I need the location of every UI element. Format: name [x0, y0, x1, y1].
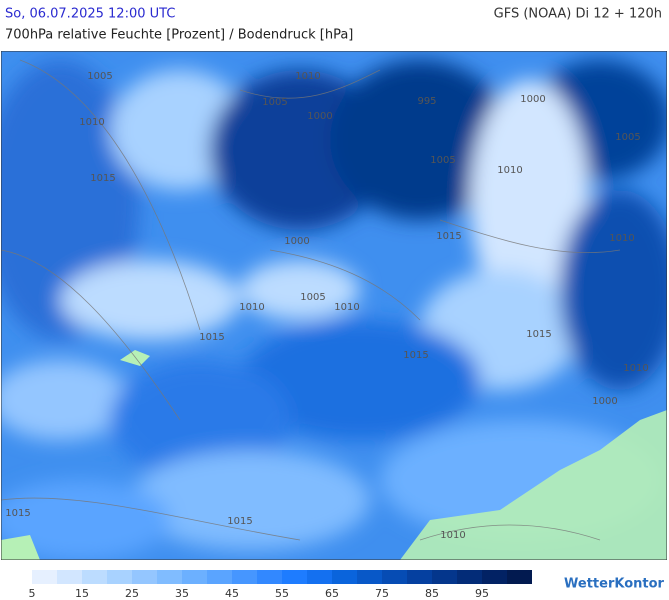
- isobar-label: 1010: [623, 363, 648, 374]
- isobar-label: 1005: [300, 292, 325, 303]
- colorbar-label: 75: [375, 587, 389, 600]
- colorbar-cell: [157, 570, 182, 584]
- isobar-label: 1005: [87, 71, 112, 82]
- colorbar-label: 85: [425, 587, 439, 600]
- colorbar-cell: [457, 570, 482, 584]
- isobar-label: 1015: [90, 173, 115, 184]
- colorbar-label: 65: [325, 587, 339, 600]
- isobar-label: 1010: [334, 302, 359, 313]
- isobar-label: 1015: [5, 508, 30, 519]
- isobar-label: 1010: [239, 302, 264, 313]
- colorbar-cell: [507, 570, 532, 584]
- colorbar-cell: [32, 570, 57, 584]
- isobar-label: 1010: [79, 117, 104, 128]
- isobar-label: 1005: [430, 155, 455, 166]
- colorbar-cell: [332, 570, 357, 584]
- datetime: So, 06.07.2025 12:00 UTC: [5, 7, 175, 22]
- isobar-label: 1010: [609, 233, 634, 244]
- subtitle: 700hPa relative Feuchte [Prozent] / Bode…: [5, 28, 353, 43]
- colorbar-label: 25: [125, 587, 139, 600]
- isobar-label: 1015: [227, 516, 252, 527]
- colorbar-label: 55: [275, 587, 289, 600]
- isobar-label: 1000: [307, 111, 332, 122]
- isobar-label: 1000: [520, 94, 545, 105]
- colorbar-cell: [107, 570, 132, 584]
- colorbar-label: 15: [75, 587, 89, 600]
- colorbar-cell: [257, 570, 282, 584]
- colorbar-cell: [132, 570, 157, 584]
- isobar-label: 1010: [295, 71, 320, 82]
- model-run: GFS (NOAA) Di 12 + 120h: [494, 7, 662, 22]
- isobar-label: 1005: [615, 132, 640, 143]
- isobar-label: 1010: [497, 165, 522, 176]
- isobar-label: 995: [417, 96, 436, 107]
- isobar-label: 1015: [403, 350, 428, 361]
- logo: WetterKontor: [564, 577, 665, 592]
- colorbar-label: 35: [175, 587, 189, 600]
- isobar-label: 1010: [440, 530, 465, 541]
- colorbar-cell: [57, 570, 82, 584]
- isobar-label: 1005: [262, 97, 287, 108]
- colorbar-cell: [432, 570, 457, 584]
- colorbar-cell: [207, 570, 232, 584]
- colorbar-cell: [382, 570, 407, 584]
- map: 1005 1010 1005 1010 1000 995 1000 1005 1005 1010 1…: [1, 51, 667, 560]
- colorbar-cell: [307, 570, 332, 584]
- colorbar-cell: [282, 570, 307, 584]
- colorbar-label: 95: [475, 587, 489, 600]
- colorbar-cell: [407, 570, 432, 584]
- isobar-label: 1000: [592, 396, 617, 407]
- colorbar-label: 5: [29, 587, 36, 600]
- colorbar-label: 45: [225, 587, 239, 600]
- isobar-label: 1015: [199, 332, 224, 343]
- colorbar-cell: [357, 570, 382, 584]
- colorbar-cell: [82, 570, 107, 584]
- isobar-label: 1015: [526, 329, 551, 340]
- colorbar-cell: [482, 570, 507, 584]
- isobar-label: 1015: [436, 231, 461, 242]
- colorbar-cell: [182, 570, 207, 584]
- isobar-label: 1000: [284, 236, 309, 247]
- colorbar-cell: [232, 570, 257, 584]
